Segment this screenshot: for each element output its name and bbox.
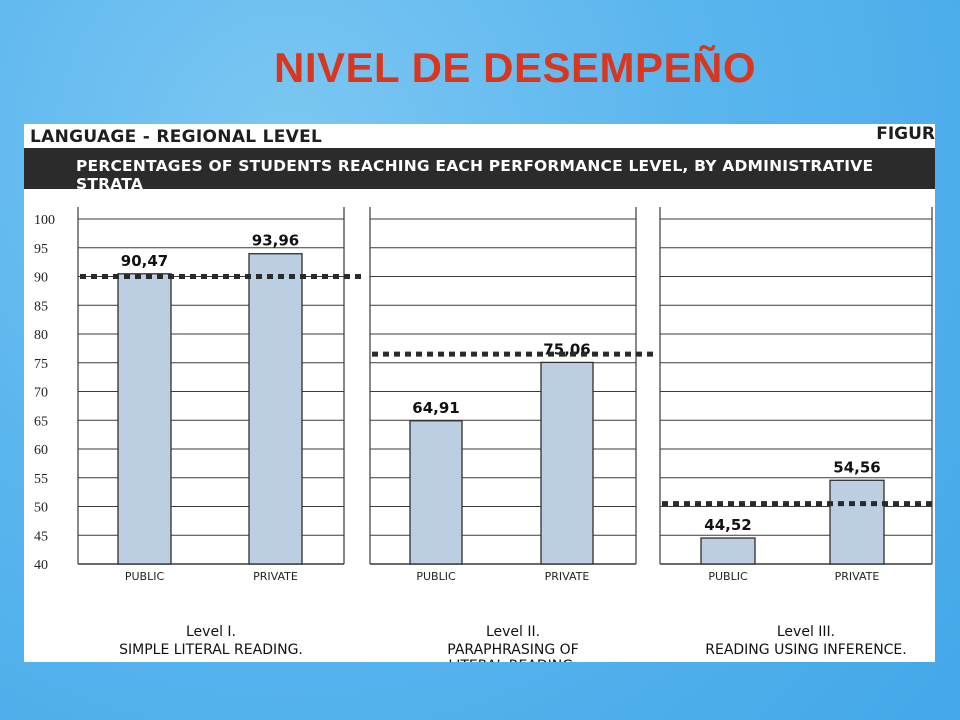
subtitle-banner [24,148,935,189]
data-label: 90,47 [121,252,168,270]
bar-public [409,420,463,565]
level-description: READING USING INFERENCE. [705,642,906,658]
data-label: 93,96 [252,232,299,250]
bar-public [117,273,172,565]
y-tick-label: 95 [34,242,48,257]
x-tick-label: PRIVATE [253,570,298,583]
bar-private [829,479,885,565]
level-label: Level II. [486,624,540,640]
data-label: 54,56 [833,458,880,476]
chart-subtitle: PERCENTAGES OF STUDENTS REACHING EACH PE… [76,157,874,193]
y-tick-label: 50 [34,501,48,516]
chart-figure: LANGUAGE - REGIONAL LEVEL FIGUR PERCENTA… [24,124,935,662]
y-tick-label: 55 [34,472,48,487]
bar-public [700,537,756,565]
y-tick-label: 100 [34,213,55,228]
level-label: Level III. [777,624,835,640]
level-description: PARAPHRASING OF [447,642,578,658]
level-description: SIMPLE LITERAL READING. [119,642,303,658]
figure-number: FIGUR [876,124,935,144]
y-tick-label: 65 [34,414,48,429]
y-tick-label: 80 [34,328,48,343]
y-tick-label: 90 [34,271,48,286]
x-tick-label: PRIVATE [835,570,880,583]
bar-private [248,253,303,565]
y-tick-label: 75 [34,357,48,372]
bar-private [540,361,594,565]
level-description: LITERAL READING. [448,658,577,662]
y-tick-label: 85 [34,299,48,314]
x-tick-label: PRIVATE [545,570,590,583]
x-tick-label: PUBLIC [416,570,456,583]
bar-chart: 100 95 90 85 80 75 70 65 60 55 50 45 40 90,47 PUBLIC 93… [34,207,935,662]
data-label: 75,06 [543,340,590,358]
y-tick-label: 45 [34,529,48,544]
y-tick-label: 70 [34,386,48,401]
x-tick-label: PUBLIC [708,570,748,583]
data-label: 64,91 [412,399,459,417]
level-label: Level I. [186,624,236,640]
y-tick-label: 40 [34,558,48,573]
figure-header: LANGUAGE - REGIONAL LEVEL [30,127,323,147]
y-tick-label: 60 [34,443,48,458]
x-tick-label: PUBLIC [125,570,165,583]
slide-title: NIVEL DE DESEMPEÑO [274,44,756,91]
data-label: 44,52 [704,516,751,534]
